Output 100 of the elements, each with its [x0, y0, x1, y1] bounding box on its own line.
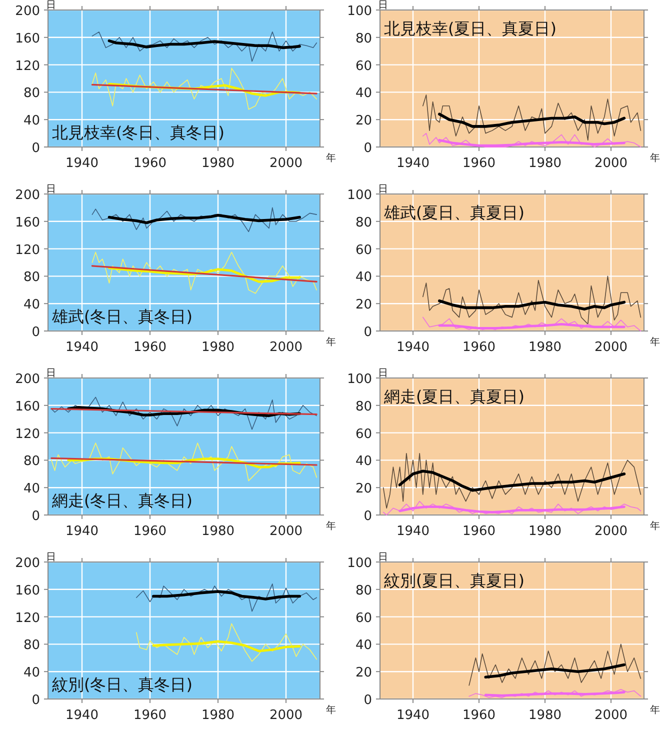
y-tick-label: 0: [364, 141, 372, 156]
x-tick-label: 2000: [594, 340, 628, 355]
y-axis-title: 日: [378, 184, 388, 195]
x-tick-label: 1980: [528, 524, 562, 539]
y-tick-label: 40: [23, 114, 40, 129]
y-tick-label: 160: [15, 31, 40, 46]
x-tick-label: 1940: [65, 708, 99, 723]
y-tick-label: 20: [355, 298, 372, 313]
y-tick-label: 100: [347, 556, 372, 571]
x-tick-label: 1960: [462, 156, 496, 171]
y-tick-label: 80: [23, 270, 40, 286]
x-axis-title: 年: [326, 520, 336, 532]
y-tick-label: 60: [355, 242, 372, 258]
x-tick-label: 2000: [594, 524, 628, 539]
x-tick-label: 1980: [201, 708, 235, 723]
y-tick-label: 20: [355, 114, 372, 129]
y-axis-title: 日: [46, 552, 56, 563]
y-tick-label: 80: [355, 399, 372, 414]
x-axis-title: 年: [326, 152, 336, 164]
y-tick-label: 40: [355, 270, 372, 286]
x-axis-title: 年: [650, 152, 660, 164]
x-tick-label: 2000: [594, 708, 628, 723]
x-tick-label: 1980: [528, 340, 562, 355]
y-tick-label: 80: [23, 86, 40, 102]
x-tick-label: 1980: [528, 156, 562, 171]
x-tick-label: 1940: [65, 340, 99, 355]
y-tick-label: 120: [15, 58, 40, 74]
x-tick-label: 1960: [133, 340, 167, 355]
x-tick-label: 1960: [462, 340, 496, 355]
text: 網走(夏日、真夏日): [383, 387, 524, 406]
text: 紋別(夏日、真夏日): [384, 571, 524, 590]
y-tick-label: 100: [347, 4, 372, 19]
x-tick-label: 1960: [133, 524, 167, 539]
y-tick-label: 80: [23, 454, 40, 470]
x-axis-title: 年: [650, 336, 660, 348]
y-tick-label: 0: [32, 141, 40, 156]
x-axis-title: 年: [326, 704, 336, 716]
y-tick-label: 160: [15, 215, 40, 230]
y-tick-label: 120: [15, 610, 40, 626]
y-tick-label: 80: [355, 215, 372, 230]
y-tick-label: 0: [364, 509, 372, 524]
y-tick-label: 60: [355, 58, 372, 74]
y-tick-label: 100: [347, 188, 372, 203]
y-axis-title: 日: [378, 0, 388, 11]
y-tick-label: 80: [355, 583, 372, 598]
y-tick-label: 200: [15, 556, 40, 571]
y-tick-label: 40: [355, 454, 372, 470]
x-tick-label: 1980: [201, 524, 235, 539]
y-tick-label: 0: [364, 325, 372, 340]
x-tick-label: 1960: [462, 524, 496, 539]
x-tick-label: 2000: [269, 524, 303, 539]
x-tick-label: 1980: [201, 156, 235, 171]
x-tick-label: 1960: [133, 156, 167, 171]
y-tick-label: 40: [23, 482, 40, 497]
y-tick-label: 0: [364, 693, 372, 708]
x-tick-label: 1940: [396, 524, 430, 539]
y-tick-label: 80: [355, 31, 372, 46]
y-tick-label: 60: [355, 610, 372, 626]
y-tick-label: 40: [355, 638, 372, 654]
y-tick-label: 200: [15, 372, 40, 387]
x-tick-label: 1960: [462, 708, 496, 723]
y-tick-label: 200: [15, 188, 40, 203]
x-tick-label: 1940: [65, 524, 99, 539]
x-tick-label: 1940: [65, 156, 99, 171]
x-tick-label: 1960: [133, 708, 167, 723]
y-tick-label: 200: [15, 4, 40, 19]
y-tick-label: 120: [15, 242, 40, 258]
x-axis-title: 年: [650, 704, 660, 716]
y-tick-label: 0: [32, 509, 40, 524]
x-tick-label: 1980: [528, 708, 562, 723]
x-axis-title: 年: [650, 520, 660, 532]
x-tick-label: 1940: [396, 340, 430, 355]
y-tick-label: 120: [15, 426, 40, 442]
y-axis-title: 日: [46, 0, 56, 11]
y-tick-label: 20: [355, 666, 372, 681]
x-tick-label: 2000: [594, 156, 628, 171]
y-tick-label: 40: [23, 666, 40, 681]
x-tick-label: 2000: [269, 156, 303, 171]
y-tick-label: 60: [355, 426, 372, 442]
text: 雄武(夏日、真夏日): [383, 203, 524, 222]
y-tick-label: 0: [32, 693, 40, 708]
x-tick-label: 1940: [396, 708, 430, 723]
x-axis-title: 年: [326, 336, 336, 348]
x-tick-label: 2000: [269, 340, 303, 355]
y-axis-title: 日: [378, 368, 388, 379]
x-tick-label: 2000: [269, 708, 303, 723]
y-axis-title: 日: [46, 184, 56, 195]
y-tick-label: 160: [15, 399, 40, 414]
y-tick-label: 80: [23, 638, 40, 654]
y-tick-label: 0: [32, 325, 40, 340]
y-tick-label: 100: [347, 372, 372, 387]
y-axis-title: 日: [46, 368, 56, 379]
y-tick-label: 160: [15, 583, 40, 598]
y-axis-title: 日: [378, 552, 388, 563]
text: 北見枝幸(夏日、真夏日): [384, 19, 556, 38]
y-tick-label: 40: [23, 298, 40, 313]
x-tick-label: 1980: [201, 340, 235, 355]
y-tick-label: 20: [355, 482, 372, 497]
y-tick-label: 40: [355, 86, 372, 102]
x-tick-label: 1940: [396, 156, 430, 171]
